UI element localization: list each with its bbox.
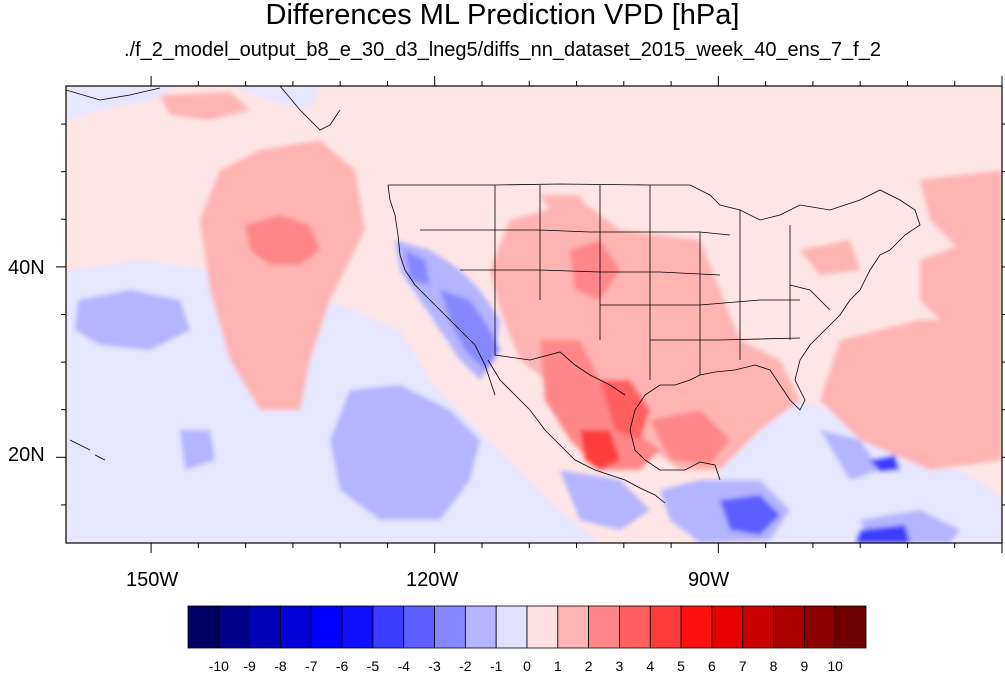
colorbar-tick-label: 0	[523, 658, 531, 674]
colorbar-tick-label: 6	[708, 658, 716, 674]
colorbar-swatch	[649, 605, 682, 649]
lat-label-40n: 40N	[8, 257, 45, 279]
colorbar-swatch	[249, 605, 281, 649]
colorbar-tick-label: 8	[769, 658, 778, 674]
lat-label-20n: 20N	[8, 444, 45, 466]
colorbar-tick-label: -3	[428, 658, 441, 674]
colorbar-tick-label: -10	[208, 658, 229, 674]
colorbar-swatch	[588, 605, 620, 649]
difference-field	[66, 86, 1002, 543]
colorbar-swatch	[341, 605, 374, 649]
colorbar-swatch	[464, 605, 497, 649]
colorbar-tick-label: 10	[827, 658, 843, 674]
colorbar-swatch	[280, 605, 312, 649]
colorbar	[187, 605, 867, 649]
colorbar-swatch	[557, 605, 590, 649]
colorbar-swatch	[680, 605, 713, 649]
colorbar-swatch	[711, 605, 744, 649]
colorbar-swatch	[218, 605, 251, 649]
colorbar-swatch	[803, 605, 836, 649]
colorbar-tick-label: 7	[738, 658, 747, 674]
colorbar-tick-label: -9	[243, 658, 256, 674]
map-subtitle: ./f_2_model_output_b8_e_30_d3_lneg5/diff…	[124, 39, 881, 61]
lon-label-90w: 90W	[688, 569, 730, 591]
colorbar-swatch	[773, 605, 805, 649]
lon-label-150w: 150W	[126, 569, 179, 591]
colorbar-tick-label: 4	[646, 658, 655, 674]
colorbar-tick-label: -2	[459, 658, 472, 674]
colorbar-tick-label: 2	[584, 658, 593, 674]
colorbar-tick-label: -8	[274, 658, 287, 674]
lon-label-120w: 120W	[406, 569, 459, 591]
axis-ticks	[56, 76, 1005, 553]
colorbar-tick-label: 9	[800, 658, 809, 674]
colorbar-swatch	[187, 605, 220, 649]
colorbar-swatch	[434, 605, 466, 649]
colorbar-tick-label: -5	[366, 658, 380, 674]
colorbar-swatch	[372, 605, 405, 649]
colorbar-swatch	[834, 605, 867, 649]
colorbar-tick-label: -1	[489, 658, 503, 674]
colorbar-tick-label: 3	[615, 658, 624, 674]
colorbar-tick-label: 5	[677, 658, 685, 674]
coastlines	[66, 86, 921, 504]
map-title: Differences ML Prediction VPD [hPa]	[265, 0, 740, 31]
colorbar-swatch	[495, 605, 528, 649]
colorbar-tick-label: -4	[397, 658, 410, 674]
colorbar-swatch	[403, 605, 435, 649]
colorbar-tick-label: -6	[335, 658, 349, 674]
colorbar-swatch	[619, 605, 651, 649]
colorbar-swatch	[310, 605, 343, 649]
colorbar-tick-label: -7	[305, 658, 318, 674]
colorbar-tick-label: 1	[553, 658, 562, 674]
colorbar-swatch	[526, 605, 559, 649]
colorbar-swatch	[742, 605, 774, 649]
